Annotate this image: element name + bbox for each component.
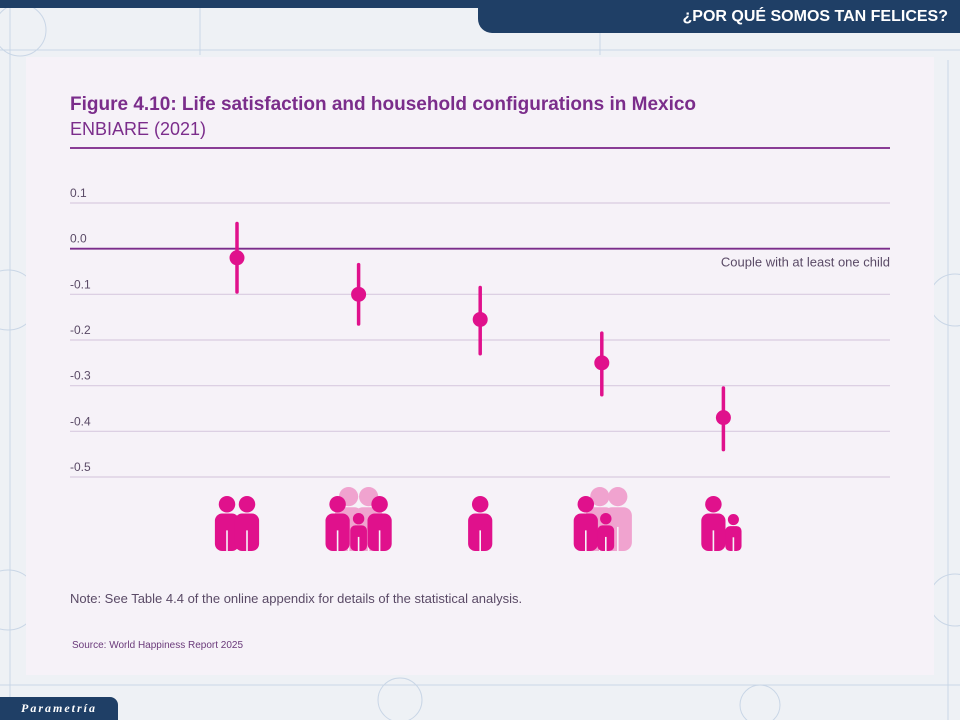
couple-icon xyxy=(214,496,260,551)
y-tick-label: -0.2 xyxy=(70,323,91,337)
person-head xyxy=(727,514,739,526)
person-head xyxy=(608,487,628,507)
figure-title: Figure 4.10: Life satisfaction and house… xyxy=(70,94,697,115)
figure-source: Source: World Happiness Report 2025 xyxy=(72,640,244,651)
person-figure xyxy=(234,496,260,551)
person-figure xyxy=(725,514,742,551)
parametria-logo: Parametría xyxy=(0,697,118,720)
figure-subtitle: ENBIARE (2021) xyxy=(70,119,207,139)
person-head xyxy=(577,496,595,513)
single-person-icon xyxy=(468,496,493,551)
person-figure xyxy=(214,496,240,551)
figure-card: Figure 4.10: Life satisfaction and house… xyxy=(26,57,934,675)
data-point xyxy=(229,250,245,266)
y-tick-label: 0.1 xyxy=(70,186,87,200)
data-point xyxy=(715,410,731,426)
title-rule xyxy=(70,147,890,149)
header-tab: ¿POR QUÉ SOMOS TAN FELICES? xyxy=(478,0,960,33)
person-head xyxy=(371,496,388,513)
figure-note: Note: See Table 4.4 of the online append… xyxy=(70,591,523,606)
person-head xyxy=(590,487,610,507)
person-head xyxy=(238,496,256,513)
data-point xyxy=(472,311,488,327)
person-leg-gap xyxy=(479,530,481,551)
person-leg-gap xyxy=(378,530,381,551)
person-leg-gap xyxy=(357,536,360,551)
person-leg-gap xyxy=(226,530,228,551)
person-figure xyxy=(701,496,726,551)
person-figure xyxy=(367,496,392,551)
person-leg-gap xyxy=(605,536,607,551)
single-parent-child-icon xyxy=(701,496,742,551)
y-tick-label: 0.0 xyxy=(70,232,87,246)
data-point xyxy=(351,286,367,302)
person-leg-gap xyxy=(336,530,339,551)
y-tick-label: -0.4 xyxy=(70,414,91,428)
person-head xyxy=(705,496,722,513)
person-head xyxy=(218,496,236,513)
y-tick-label: -0.1 xyxy=(70,277,91,291)
person-head xyxy=(352,513,365,525)
reference-line-label: Couple with at least one child xyxy=(721,255,890,270)
y-tick-label: -0.3 xyxy=(70,369,91,383)
header-title: ¿POR QUÉ SOMOS TAN FELICES? xyxy=(682,7,949,25)
single-parent-child-grandparents-icon xyxy=(573,487,632,551)
chart: Couple with at least one child 0.1 0.0 -0.… xyxy=(70,186,890,551)
couple-child-grandparents-icon xyxy=(325,487,392,551)
person-head xyxy=(471,496,489,513)
person-leg-gap xyxy=(712,530,715,551)
person-leg-gap xyxy=(585,530,587,551)
person-figure xyxy=(325,496,350,551)
person-head xyxy=(600,513,612,525)
person-figure xyxy=(350,513,367,551)
person-leg-gap xyxy=(617,526,619,551)
person-figure xyxy=(597,513,615,551)
person-figure xyxy=(573,496,598,551)
logo-text: Parametría xyxy=(21,701,97,715)
data-point xyxy=(594,355,610,371)
person-leg-gap xyxy=(246,530,248,551)
person-figure xyxy=(468,496,493,551)
person-head xyxy=(329,496,346,513)
person-leg-gap xyxy=(732,537,735,551)
y-tick-label: -0.5 xyxy=(70,460,91,474)
